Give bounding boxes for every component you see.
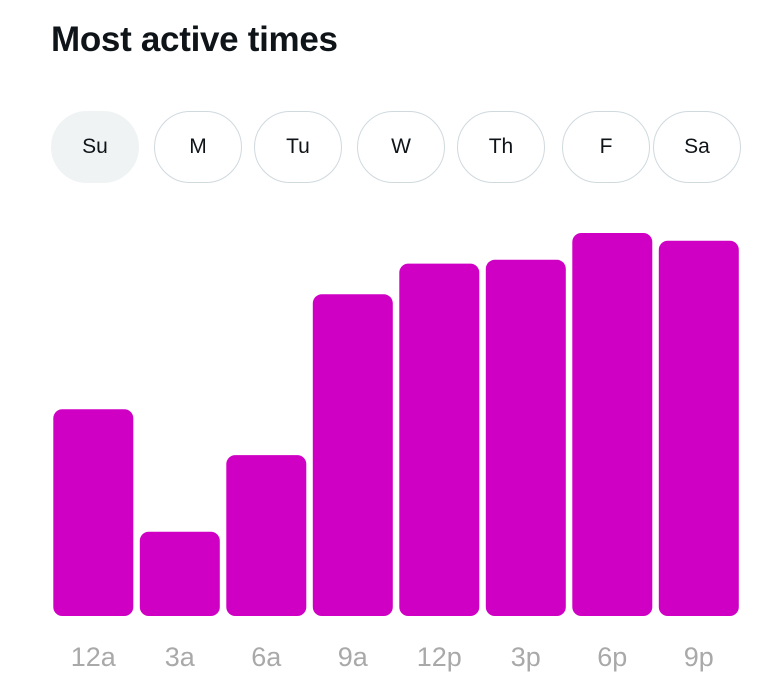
day-tab-friday[interactable]: F — [562, 111, 650, 183]
x-tick-label: 3a — [165, 642, 196, 672]
bar-6a — [226, 455, 307, 616]
x-tick-label: 12a — [71, 642, 117, 672]
bar-3a — [139, 531, 220, 616]
bar-3p — [485, 259, 566, 616]
bar-12p — [399, 263, 480, 616]
bar-6p — [572, 233, 653, 616]
bar-9a — [312, 294, 393, 616]
bar-9p — [658, 240, 739, 616]
day-tab-tuesday[interactable]: Tu — [254, 111, 342, 183]
day-tab-wednesday[interactable]: W — [357, 111, 445, 183]
x-tick-label: 6a — [251, 642, 282, 672]
chart-x-axis: 12a 3a 6a 9a 12p 3p 6p 9p — [71, 642, 714, 672]
x-tick-label: 9a — [338, 642, 369, 672]
day-selector: Su M Tu W Th F Sa — [51, 111, 741, 183]
day-tab-sunday[interactable]: Su — [51, 111, 139, 183]
day-tab-monday[interactable]: M — [154, 111, 242, 183]
x-tick-label: 3p — [511, 642, 541, 672]
day-tab-saturday[interactable]: Sa — [653, 111, 741, 183]
day-tab-thursday[interactable]: Th — [457, 111, 545, 183]
page-title: Most active times — [51, 20, 338, 59]
x-tick-label: 6p — [597, 642, 627, 672]
chart-bars — [53, 233, 739, 616]
x-tick-label: 9p — [684, 642, 714, 672]
bar-12a — [53, 409, 134, 616]
x-tick-label: 12p — [417, 642, 462, 672]
